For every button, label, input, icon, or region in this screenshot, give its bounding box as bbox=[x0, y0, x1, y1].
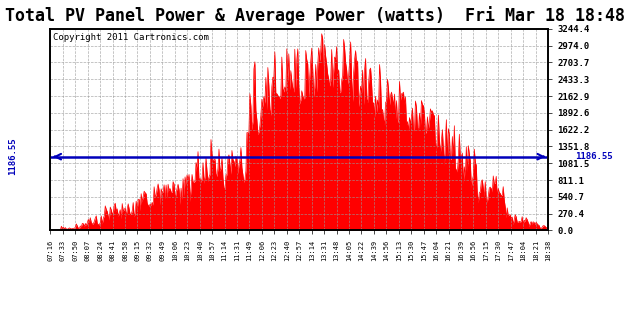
Text: Copyright 2011 Cartronics.com: Copyright 2011 Cartronics.com bbox=[53, 33, 209, 42]
Text: 1186.55: 1186.55 bbox=[9, 138, 18, 175]
Text: 1186.55: 1186.55 bbox=[575, 152, 613, 161]
Text: Total PV Panel Power & Average Power (watts)  Fri Mar 18 18:48: Total PV Panel Power & Average Power (wa… bbox=[5, 6, 625, 25]
